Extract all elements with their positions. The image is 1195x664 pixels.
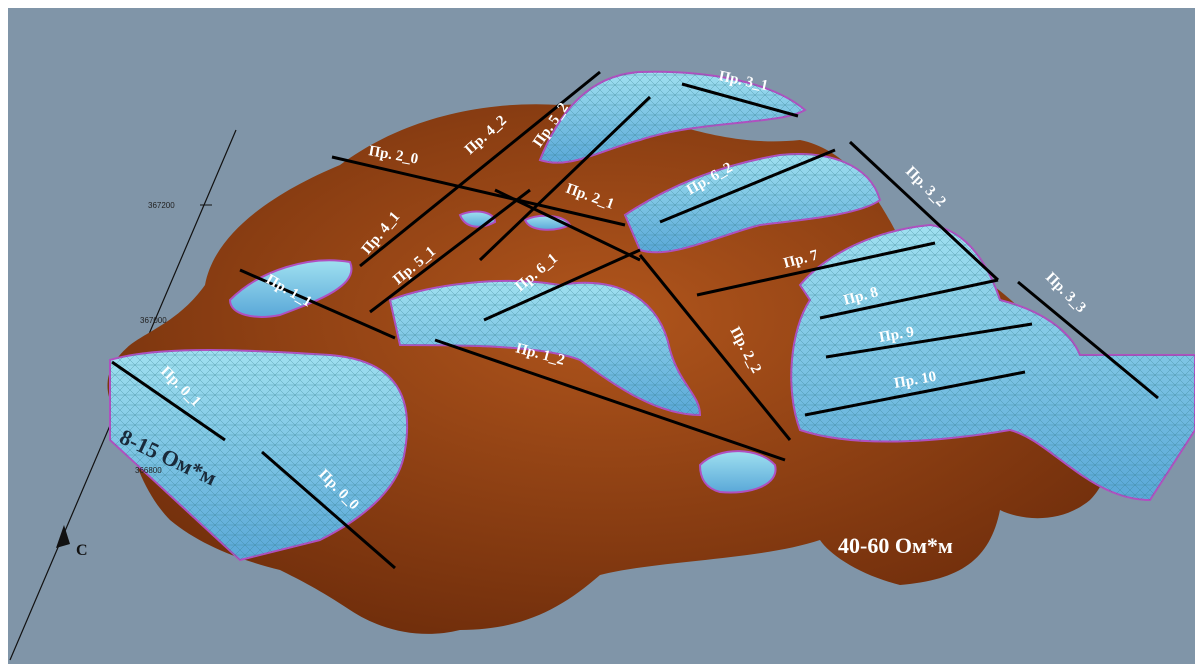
- tick-label: 367200: [148, 201, 175, 210]
- tick-label: 366800: [135, 466, 162, 475]
- zone-label: 40-60 Ом*м: [838, 533, 953, 558]
- north-label: C: [76, 542, 88, 559]
- figure: Пр. 3_1 Пр. 4_2 Пр. 5_2 Пр. 2_0 Пр. 6_2 …: [0, 0, 1195, 664]
- tick-label: 367000: [140, 316, 167, 325]
